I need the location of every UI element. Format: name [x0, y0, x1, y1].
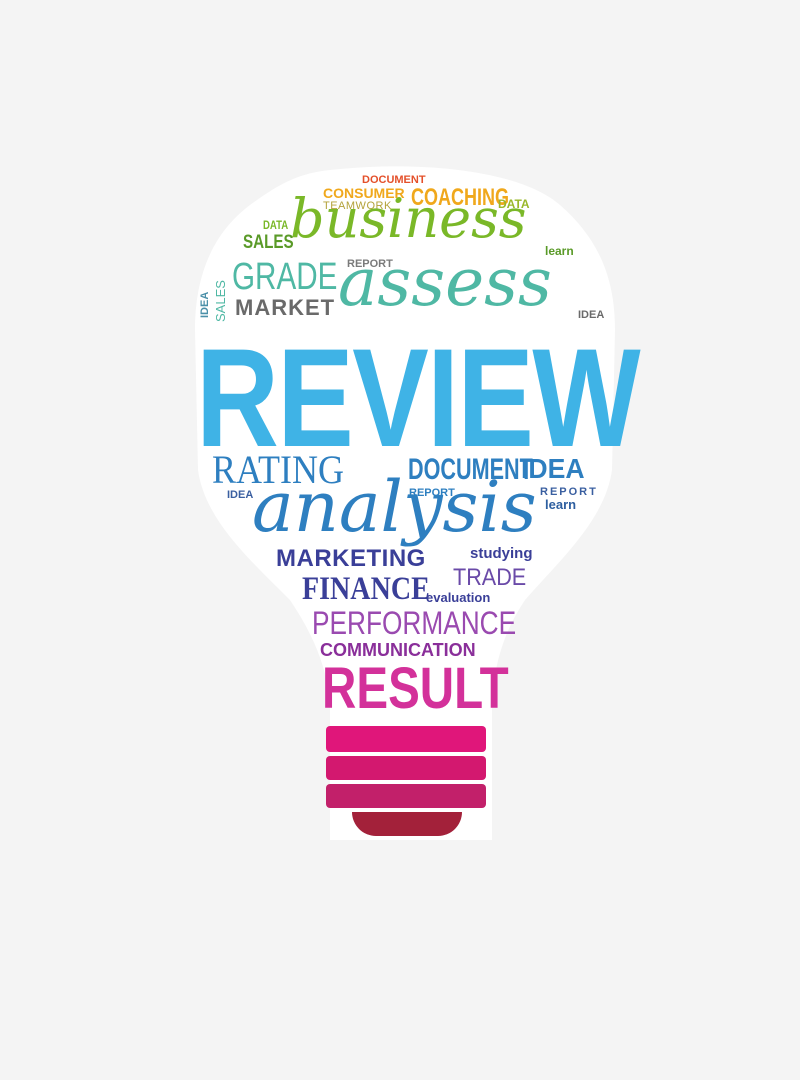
word-idea-right: IDEA [578, 309, 605, 321]
word-result: RESULT [322, 656, 509, 721]
word-consumer: CONSUMER [323, 185, 405, 201]
bulb-base-bar-1 [326, 726, 486, 752]
word-grade: GRADE [232, 256, 338, 298]
word-teamwork: TEAMWORK [323, 200, 392, 212]
word-data-left: DATA [263, 218, 289, 232]
bulb-base-bar-2 [326, 756, 486, 780]
word-document-mid: DOCUMENT [408, 453, 533, 486]
word-idea-left-small: IDEA [227, 489, 254, 501]
word-communication: COMMUNICATION [320, 640, 476, 660]
bulb-base-tip [352, 812, 462, 836]
word-idea-vertical: IDEA [199, 291, 211, 318]
word-sales-vertical: SALES [213, 280, 228, 322]
word-marketing: MARKETING [276, 545, 426, 572]
word-studying: studying [470, 545, 533, 562]
word-finance: FINANCE [302, 571, 430, 607]
word-sales: SALES [243, 232, 294, 253]
word-trade: TRADE [453, 564, 527, 591]
word-review: REVIEW [196, 319, 641, 476]
word-performance: PERFORMANCE [312, 605, 517, 641]
word-analysis: analysis [252, 466, 537, 548]
word-evaluation: evaluation [426, 590, 491, 605]
word-report-left: REPORT [409, 487, 455, 499]
bulb-base-bar-3 [326, 784, 486, 808]
word-report-top: REPORT [347, 258, 393, 270]
word-learn-mid: learn [545, 497, 577, 512]
word-learn-top: learn [545, 244, 574, 258]
word-coaching: COACHING [411, 184, 510, 211]
word-rating: RATING [212, 447, 345, 492]
bulb-glass-icon [195, 166, 615, 840]
word-idea-mid: IDEA [521, 453, 585, 484]
word-business: business [290, 187, 527, 250]
word-market: MARKET [235, 295, 336, 320]
word-report-right: REPORT [540, 486, 598, 498]
word-data-right: DATA [498, 197, 530, 211]
word-document-top: DOCUMENT [362, 174, 426, 186]
word-assess: assess [338, 244, 552, 321]
